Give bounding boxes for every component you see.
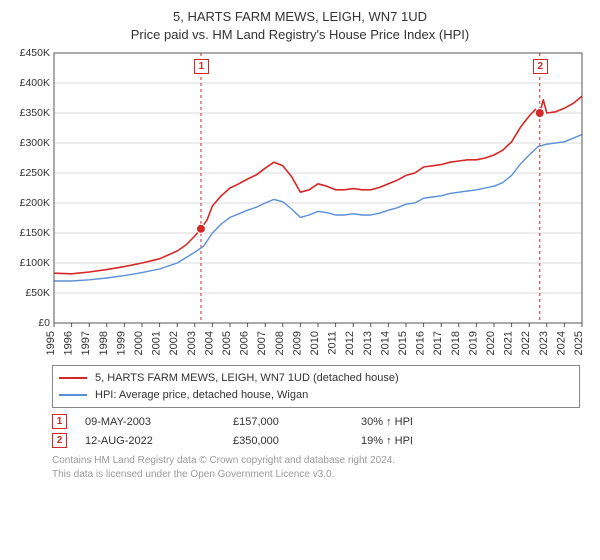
svg-text:2014: 2014	[379, 331, 391, 355]
svg-text:2008: 2008	[274, 331, 286, 355]
svg-text:£0: £0	[38, 317, 50, 329]
svg-text:1996: 1996	[63, 331, 75, 355]
svg-text:£250K: £250K	[20, 167, 50, 179]
sale-date: 09-MAY-2003	[85, 416, 233, 428]
sale-date: 12-AUG-2022	[85, 435, 233, 447]
svg-text:2007: 2007	[256, 331, 268, 355]
svg-text:2000: 2000	[133, 331, 145, 355]
svg-text:1999: 1999	[115, 331, 127, 355]
footer-line2: This data is licensed under the Open Gov…	[52, 468, 580, 482]
sale-marker-badge-2: 2	[533, 59, 548, 74]
legend-label: HPI: Average price, detached house, Wiga…	[95, 387, 308, 404]
svg-text:£350K: £350K	[20, 107, 50, 119]
sale-row: 2 12-AUG-2022£350,00019% ↑ HPI	[52, 433, 580, 448]
svg-text:2024: 2024	[555, 331, 567, 355]
svg-text:£300K: £300K	[20, 137, 50, 149]
legend: 5, HARTS FARM MEWS, LEIGH, WN7 1UD (deta…	[52, 365, 580, 408]
svg-text:2025: 2025	[573, 331, 585, 355]
sale-price: £157,000	[233, 416, 361, 428]
attribution-footer: Contains HM Land Registry data © Crown c…	[52, 454, 580, 481]
svg-text:1998: 1998	[98, 331, 110, 355]
svg-text:2009: 2009	[291, 331, 303, 355]
svg-text:2011: 2011	[327, 331, 339, 355]
svg-text:2012: 2012	[344, 331, 356, 355]
svg-text:2019: 2019	[467, 331, 479, 355]
svg-text:£200K: £200K	[20, 197, 50, 209]
svg-text:1997: 1997	[80, 331, 92, 355]
sale-marker-badge-1: 1	[194, 59, 209, 74]
svg-text:2002: 2002	[168, 331, 180, 355]
svg-text:2001: 2001	[151, 331, 163, 355]
legend-label: 5, HARTS FARM MEWS, LEIGH, WN7 1UD (deta…	[95, 370, 399, 387]
legend-swatch	[59, 377, 87, 379]
legend-item: HPI: Average price, detached house, Wiga…	[59, 387, 573, 404]
svg-text:2005: 2005	[221, 331, 233, 355]
svg-text:2021: 2021	[503, 331, 515, 355]
svg-text:2020: 2020	[485, 331, 497, 355]
legend-item: 5, HARTS FARM MEWS, LEIGH, WN7 1UD (deta…	[59, 370, 573, 387]
svg-text:£150K: £150K	[20, 227, 50, 239]
chart-title: 5, HARTS FARM MEWS, LEIGH, WN7 1UD Price…	[0, 0, 600, 43]
legend-swatch	[59, 394, 87, 396]
svg-text:1995: 1995	[45, 331, 57, 355]
svg-text:2015: 2015	[397, 331, 409, 355]
chart-area: £0 £50K £100K £150K £200K £250K £300K £350K £400…	[10, 49, 590, 359]
svg-text:2022: 2022	[520, 331, 532, 355]
svg-text:2016: 2016	[415, 331, 427, 355]
line-chart-svg: £0 £50K £100K £150K £200K £250K £300K £350K £400…	[10, 49, 590, 359]
svg-text:2006: 2006	[239, 331, 251, 355]
sales-table: 1 09-MAY-2003£157,00030% ↑ HPI 2 12-AUG-202…	[52, 414, 580, 448]
sale-row: 1 09-MAY-2003£157,00030% ↑ HPI	[52, 414, 580, 429]
svg-text:2023: 2023	[538, 331, 550, 355]
svg-text:2018: 2018	[450, 331, 462, 355]
svg-text:2004: 2004	[203, 331, 215, 355]
sale-delta: 19% ↑ HPI	[361, 435, 441, 447]
sale-marker-1: 1	[52, 414, 67, 429]
title-line2: Price paid vs. HM Land Registry's House …	[0, 26, 600, 44]
svg-text:2010: 2010	[309, 331, 321, 355]
title-line1: 5, HARTS FARM MEWS, LEIGH, WN7 1UD	[0, 8, 600, 26]
svg-text:2013: 2013	[362, 331, 374, 355]
svg-text:£450K: £450K	[20, 49, 50, 59]
svg-text:£50K: £50K	[25, 287, 50, 299]
sale-price: £350,000	[233, 435, 361, 447]
svg-text:£400K: £400K	[20, 77, 50, 89]
svg-text:2017: 2017	[432, 331, 444, 355]
sale-marker-2: 2	[52, 433, 67, 448]
sale-delta: 30% ↑ HPI	[361, 416, 441, 428]
svg-text:2003: 2003	[186, 331, 198, 355]
footer-line1: Contains HM Land Registry data © Crown c…	[52, 454, 580, 468]
svg-text:£100K: £100K	[20, 257, 50, 269]
